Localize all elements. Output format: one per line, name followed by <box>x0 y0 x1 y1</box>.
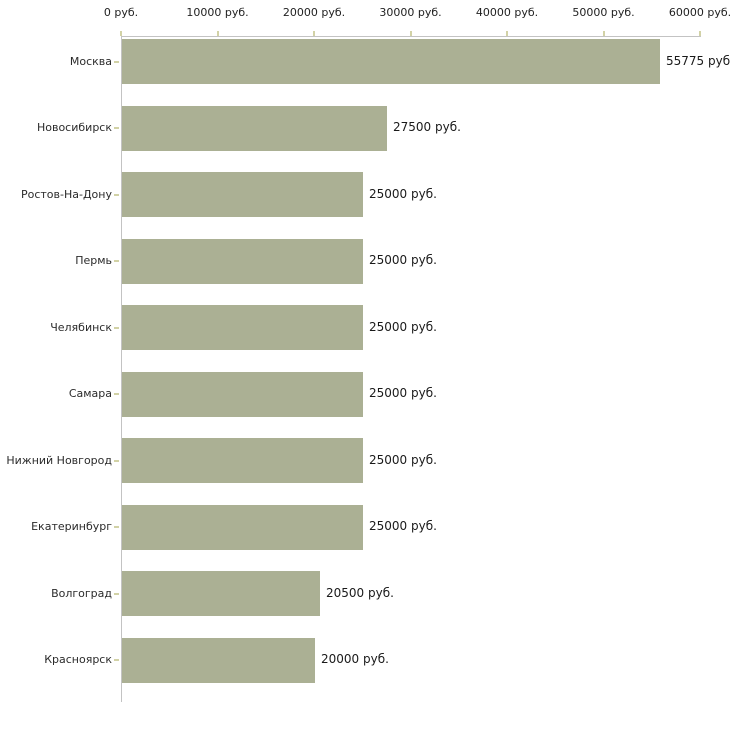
category-label: Пермь <box>75 254 112 267</box>
x-axis-tick-label: 60000 руб. <box>668 6 730 19</box>
value-label: 55775 руб. <box>666 53 730 68</box>
y-axis-tick <box>114 60 119 63</box>
y-axis-tick <box>114 193 119 196</box>
bar <box>122 571 320 616</box>
x-axis-tick-label: 50000 руб. <box>572 6 635 19</box>
y-axis-tick <box>114 659 119 661</box>
x-axis-tick-label: 10000 руб. <box>186 6 249 19</box>
category-label: Нижний Новгород <box>6 453 112 467</box>
value-label: 20500 руб. <box>326 585 394 600</box>
category-label: Екатеринбург <box>31 520 112 533</box>
x-axis-tick-label: 40000 руб. <box>475 6 539 19</box>
x-axis-tick <box>409 31 412 36</box>
x-axis-line <box>121 36 701 37</box>
bar <box>122 504 363 550</box>
bar <box>122 637 315 683</box>
x-axis-tick-label: 30000 руб. <box>379 6 442 19</box>
category-label: Ростов-На-Дону <box>20 187 112 201</box>
chart-row: Екатеринбург 25000 руб. <box>0 503 730 570</box>
bar <box>122 172 363 217</box>
chart-row: Москва 55775 руб. <box>0 37 730 104</box>
x-axis-tick-label: 20000 руб. <box>282 6 346 19</box>
chart-row: Пермь 25000 руб. <box>0 237 730 304</box>
category-label: Красноярск <box>44 653 112 666</box>
y-axis-tick <box>114 592 119 595</box>
chart-row: Челябинск 25000 руб. <box>0 303 730 370</box>
y-axis-tick <box>114 260 119 262</box>
x-axis-top: 0 руб. 10000 руб. 20000 руб. 30000 руб. 4000… <box>0 0 730 37</box>
y-axis-line <box>121 37 122 702</box>
chart-row: Нижний Новгород 25000 руб. <box>0 436 730 503</box>
bar <box>122 238 363 284</box>
value-label: 25000 руб. <box>369 519 437 533</box>
x-axis-tick <box>313 31 315 36</box>
bar <box>122 438 363 483</box>
bar <box>122 105 387 151</box>
value-label: 25000 руб. <box>369 452 437 467</box>
x-axis-tick <box>216 31 219 36</box>
category-label: Волгоград <box>51 586 112 600</box>
chart-row: Красноярск 20000 руб. <box>0 636 730 703</box>
x-axis-tick-label: 0 руб. <box>103 6 139 19</box>
category-label: Самара <box>68 387 112 400</box>
chart-row: Волгоград 20500 руб. <box>0 569 730 636</box>
x-axis-tick <box>120 31 122 36</box>
category-label: Новосибирск <box>36 121 112 134</box>
value-label: 25000 руб. <box>369 319 437 334</box>
chart-row: Самара 25000 руб. <box>0 370 730 437</box>
x-axis-tick <box>602 31 605 36</box>
y-axis-tick <box>114 326 119 329</box>
y-axis-tick <box>114 526 119 528</box>
plot-area: Москва 55775 руб. Новосибирск 27500 руб. Рос… <box>0 37 730 702</box>
y-axis-tick <box>114 127 119 129</box>
value-label: 27500 руб. <box>393 120 461 134</box>
y-axis-tick <box>114 459 119 462</box>
chart-row: Ростов-На-Дону 25000 руб. <box>0 170 730 237</box>
x-axis-tick <box>506 31 508 36</box>
value-label: 25000 руб. <box>369 386 437 400</box>
bar <box>122 39 660 84</box>
bar <box>122 371 363 417</box>
value-label: 25000 руб. <box>369 186 437 201</box>
category-label: Москва <box>69 54 112 68</box>
value-label: 25000 руб. <box>369 253 437 267</box>
category-label: Челябинск <box>50 320 112 334</box>
value-label: 20000 руб. <box>321 652 389 666</box>
x-axis-tick <box>699 31 701 36</box>
bar <box>122 305 363 350</box>
chart-row: Новосибирск 27500 руб. <box>0 104 730 171</box>
y-axis-tick <box>114 393 119 395</box>
